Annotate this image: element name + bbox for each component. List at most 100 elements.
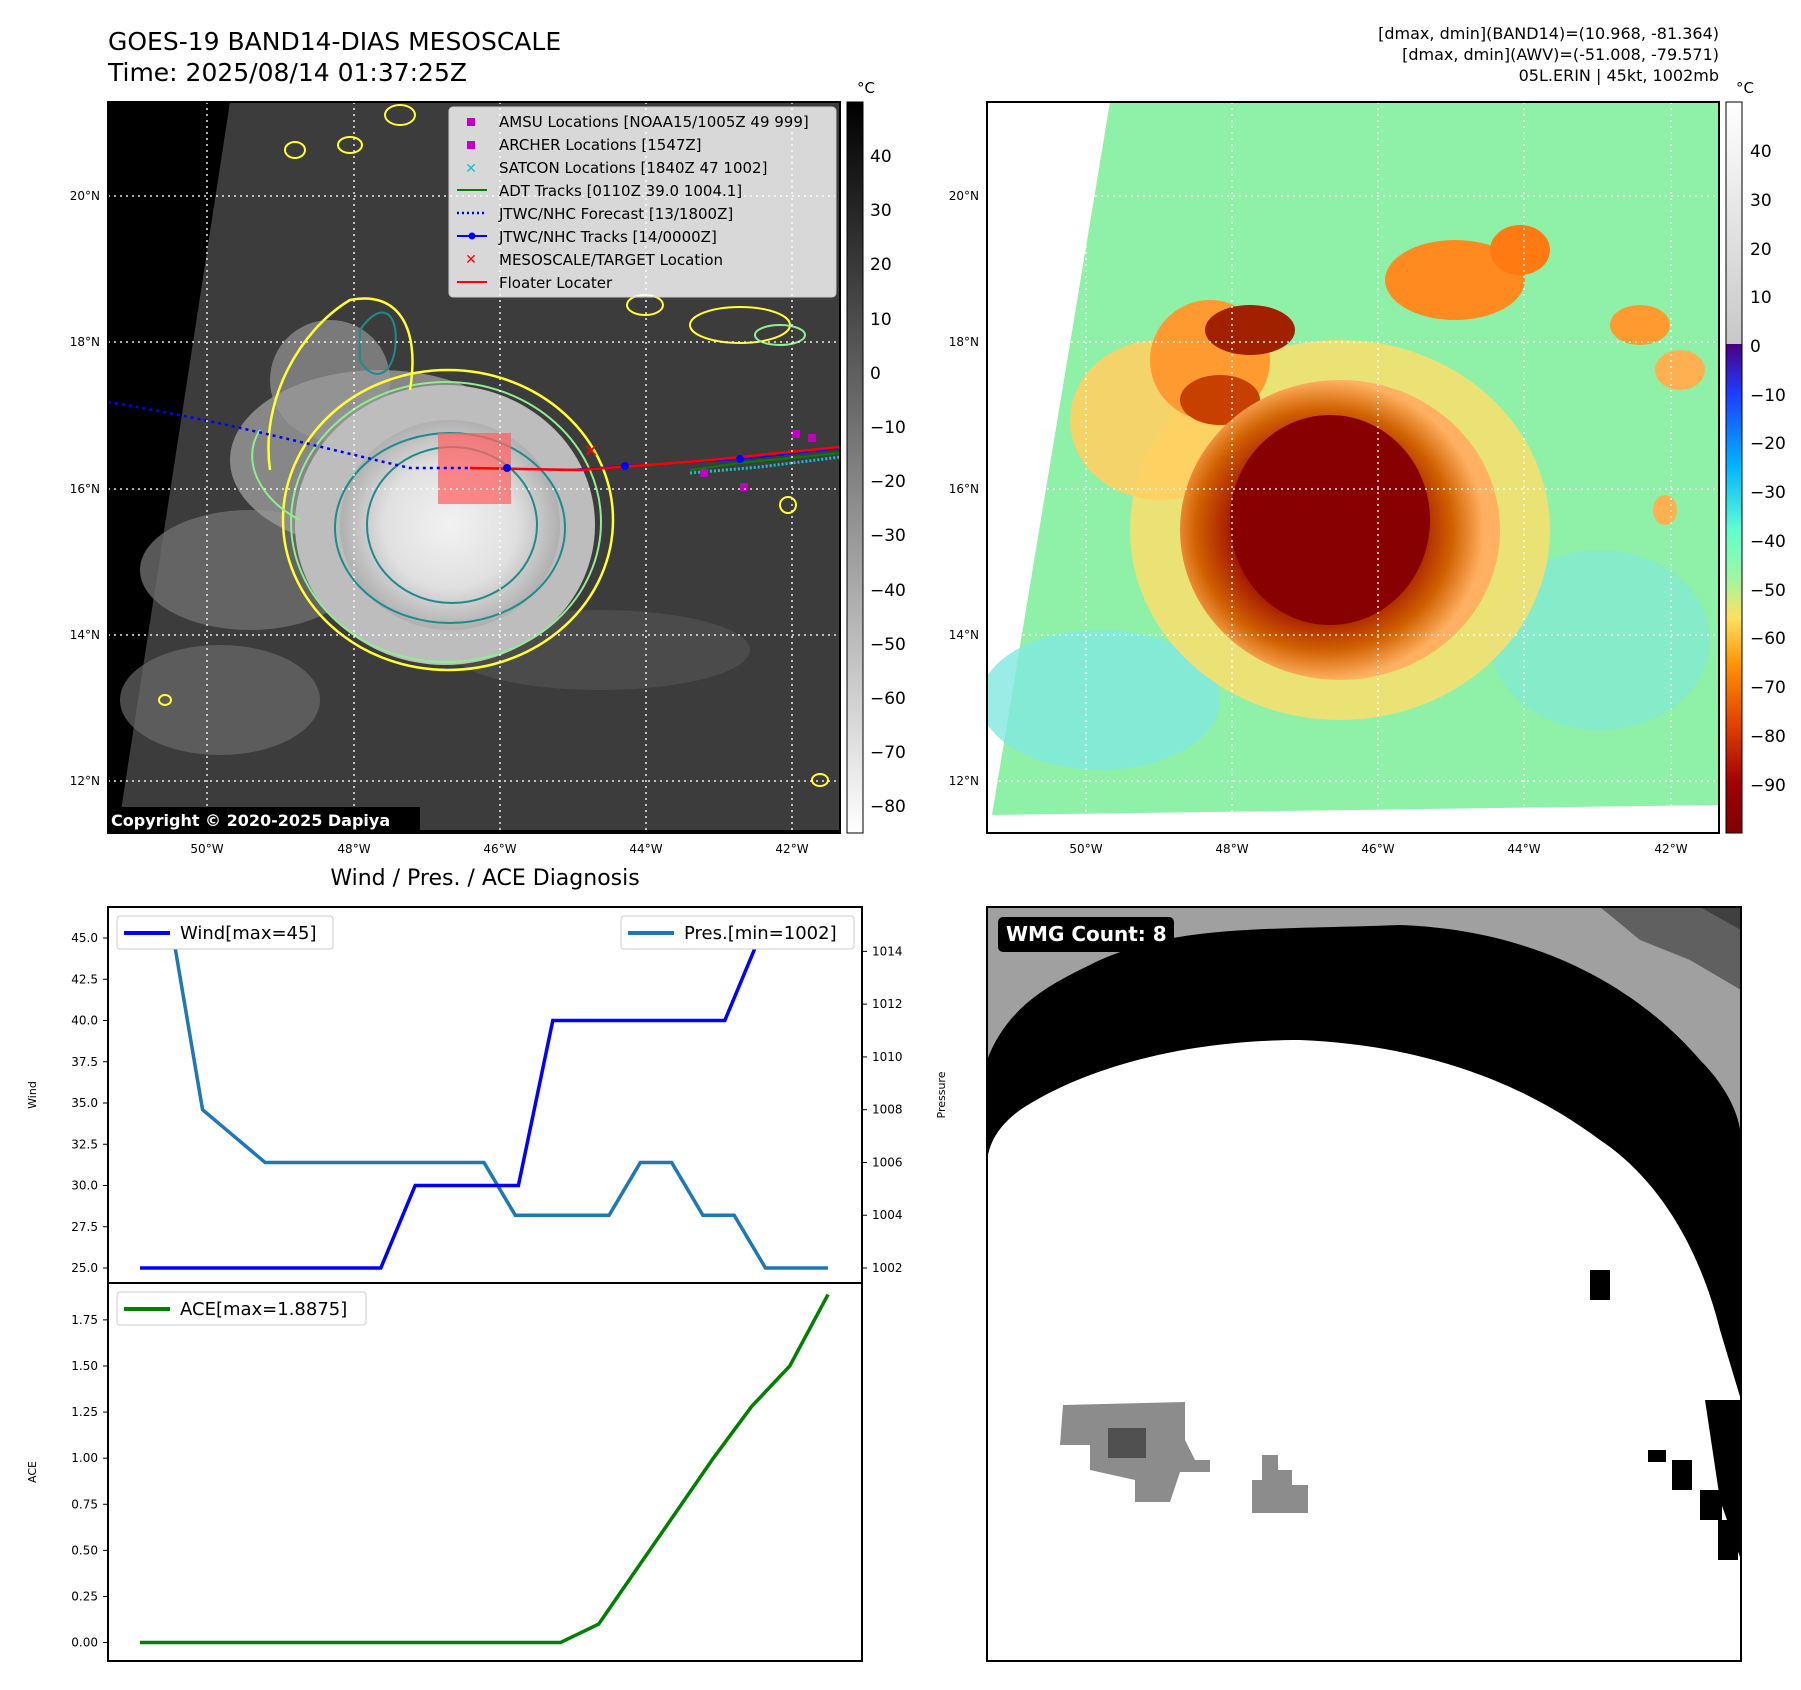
enh-cb-tick: 20 <box>1750 240 1772 260</box>
diagnosis-title: Wind / Pres. / ACE Diagnosis <box>330 866 639 891</box>
figure-time: Time: 2025/08/14 01:37:25Z <box>107 58 467 87</box>
wind-tick-label: 32.5 <box>71 1137 98 1151</box>
lat-label-14n: 14°N <box>70 628 100 642</box>
lat-label-16n: 16°N <box>949 482 979 496</box>
ir-cb-tick: −60 <box>870 689 906 709</box>
right-map-lat-labels: 20°N 18°N 16°N 14°N 12°N <box>949 189 979 788</box>
enh-cb-tick: 10 <box>1750 288 1772 308</box>
enhanced-colorbar-unit: °C <box>1736 79 1754 97</box>
enh-cb-tick: −20 <box>1750 434 1786 454</box>
legend-mesoscale: MESOSCALE/TARGET Location <box>499 251 723 269</box>
lon-label-46w: 46°W <box>483 842 516 856</box>
enh-cb-tick: −90 <box>1750 776 1786 796</box>
lon-label-42w: 42°W <box>775 842 808 856</box>
floater-track <box>469 445 840 472</box>
lon-label-48w: 48°W <box>1215 842 1248 856</box>
ir-colorbar: °C 40 30 20 10 0 −10 −20 −30 −40 −50 −60… <box>846 79 906 834</box>
pressure-tick-label: 1002 <box>872 1261 903 1275</box>
lat-label-14n: 14°N <box>949 628 979 642</box>
wind-tick-label: 27.5 <box>71 1220 98 1234</box>
ir-cb-tick: 20 <box>870 255 892 275</box>
ace-tick-label: 0.25 <box>71 1589 98 1603</box>
ir-cb-tick: −40 <box>870 581 906 601</box>
ir-cb-tick: −20 <box>870 472 906 492</box>
enh-cb-tick: −70 <box>1750 678 1786 698</box>
pressure-line <box>140 923 828 1270</box>
ir-cb-tick: 40 <box>870 147 892 167</box>
enh-cb-tick: −40 <box>1750 532 1786 552</box>
wind-legend: Wind[max=45] <box>116 915 334 950</box>
stats-awv: [dmax, dmin](AWV)=(-51.008, -79.571) <box>1402 45 1719 64</box>
pressure-tick-label: 1008 <box>872 1103 903 1117</box>
ace-legend-label: ACE[max=1.8875] <box>180 1299 347 1320</box>
stats-band14: [dmax, dmin](BAND14)=(10.968, -81.364) <box>1378 24 1719 43</box>
lat-label-20n: 20°N <box>949 189 979 203</box>
legend-floater: Floater Locater <box>499 274 613 292</box>
svg-text:✕: ✕ <box>583 441 598 462</box>
ace-legend: ACE[max=1.8875] <box>116 1291 367 1326</box>
ir-cb-tick: −80 <box>870 797 906 817</box>
svg-text:✕: ✕ <box>465 252 477 268</box>
wind-tick-label: 37.5 <box>71 1055 98 1069</box>
lat-label-12n: 12°N <box>70 774 100 788</box>
wind-line <box>140 936 828 1270</box>
ir-cb-tick: 10 <box>870 310 892 330</box>
pressure-axis-label: Pressure <box>935 1071 948 1118</box>
ir-colorbar-unit: °C <box>857 79 875 97</box>
ir-map-panel: ✕ Copyright © 2020-2025 Dapiya <box>70 79 906 856</box>
legend-satcon: SATCON Locations [1840Z 47 1002] <box>499 159 767 177</box>
legend-archer: ARCHER Locations [1547Z] <box>499 136 702 154</box>
lat-label-12n: 12°N <box>949 774 979 788</box>
ace-tick-label: 1.75 <box>71 1313 98 1327</box>
right-map-lon-labels: 50°W 48°W 46°W 44°W 42°W <box>1069 842 1687 856</box>
lon-label-46w: 46°W <box>1361 842 1394 856</box>
legend-amsu: AMSU Locations [NOAA15/1005Z 49 999] <box>499 113 809 131</box>
wind-tick-label: 30.0 <box>71 1179 98 1193</box>
ace-axis-label: ACE <box>26 1461 39 1483</box>
ace-tick-label: 0.00 <box>71 1636 98 1650</box>
ir-cb-tick: 30 <box>870 201 892 221</box>
lon-label-48w: 48°W <box>337 842 370 856</box>
copyright: Copyright © 2020-2025 Dapiya <box>111 811 390 830</box>
lon-label-44w: 44°W <box>1507 842 1540 856</box>
lon-label-50w: 50°W <box>1069 842 1102 856</box>
wind-tick-label: 40.0 <box>71 1014 98 1028</box>
wind-tick-label: 25.0 <box>71 1261 98 1275</box>
left-map-lat-labels: 20°N 18°N 16°N 14°N 12°N <box>70 189 100 788</box>
enhanced-map-panel: 20°N 18°N 16°N 14°N 12°N 50°W 48°W 46°W … <box>949 79 1786 856</box>
pressure-legend-label: Pres.[min=1002] <box>684 923 837 944</box>
lon-label-50w: 50°W <box>190 842 223 856</box>
lat-label-20n: 20°N <box>70 189 100 203</box>
wind-tick-label: 35.0 <box>71 1096 98 1110</box>
pressure-tick-label: 1004 <box>872 1208 903 1222</box>
ace-tick-label: 0.75 <box>71 1497 98 1511</box>
lon-label-44w: 44°W <box>629 842 662 856</box>
enh-cb-tick: −60 <box>1750 629 1786 649</box>
storm-info: 05L.ERIN | 45kt, 1002mb <box>1519 66 1719 85</box>
figure-title: GOES-19 BAND14-DIAS MESOSCALE <box>108 27 561 56</box>
pressure-tick-label: 1006 <box>872 1155 903 1169</box>
enh-cb-tick: 40 <box>1750 142 1772 162</box>
ace-tick-label: 0.50 <box>71 1543 98 1557</box>
enh-cb-tick: −10 <box>1750 386 1786 406</box>
ir-cb-tick: −70 <box>870 743 906 763</box>
ir-cb-tick: −30 <box>870 526 906 546</box>
map-legend: ✕ ✕ AMSU Locations [NOAA15/1005Z 49 999]… <box>448 106 837 298</box>
wind-axis-label: Wind <box>26 1081 39 1109</box>
ir-cb-tick: 0 <box>870 364 881 384</box>
lon-label-42w: 42°W <box>1654 842 1687 856</box>
ace-line <box>140 1293 830 1645</box>
legend-forecast: JTWC/NHC Forecast [13/1800Z] <box>498 205 733 223</box>
pressure-tick-label: 1010 <box>872 1050 903 1064</box>
wmg-panel: WMG Count: 8 <box>986 906 1742 1662</box>
svg-text:✕: ✕ <box>465 161 477 177</box>
pressure-legend: Pres.[min=1002] <box>620 915 855 950</box>
ace-chart: ACE 1.75 1.50 1.25 1.00 0.75 0.50 0.25 0.00 ACE… <box>26 1282 863 1662</box>
wind-tick-label: 42.5 <box>71 972 98 986</box>
forecast-track <box>108 400 470 470</box>
lat-label-18n: 18°N <box>70 335 100 349</box>
wind-pressure-chart: Wind Pressure 45.0 42.5 40.0 37.5 35.0 32.5 30… <box>26 906 948 1284</box>
enh-cb-tick: −80 <box>1750 727 1786 747</box>
ir-cb-tick: −50 <box>870 635 906 655</box>
